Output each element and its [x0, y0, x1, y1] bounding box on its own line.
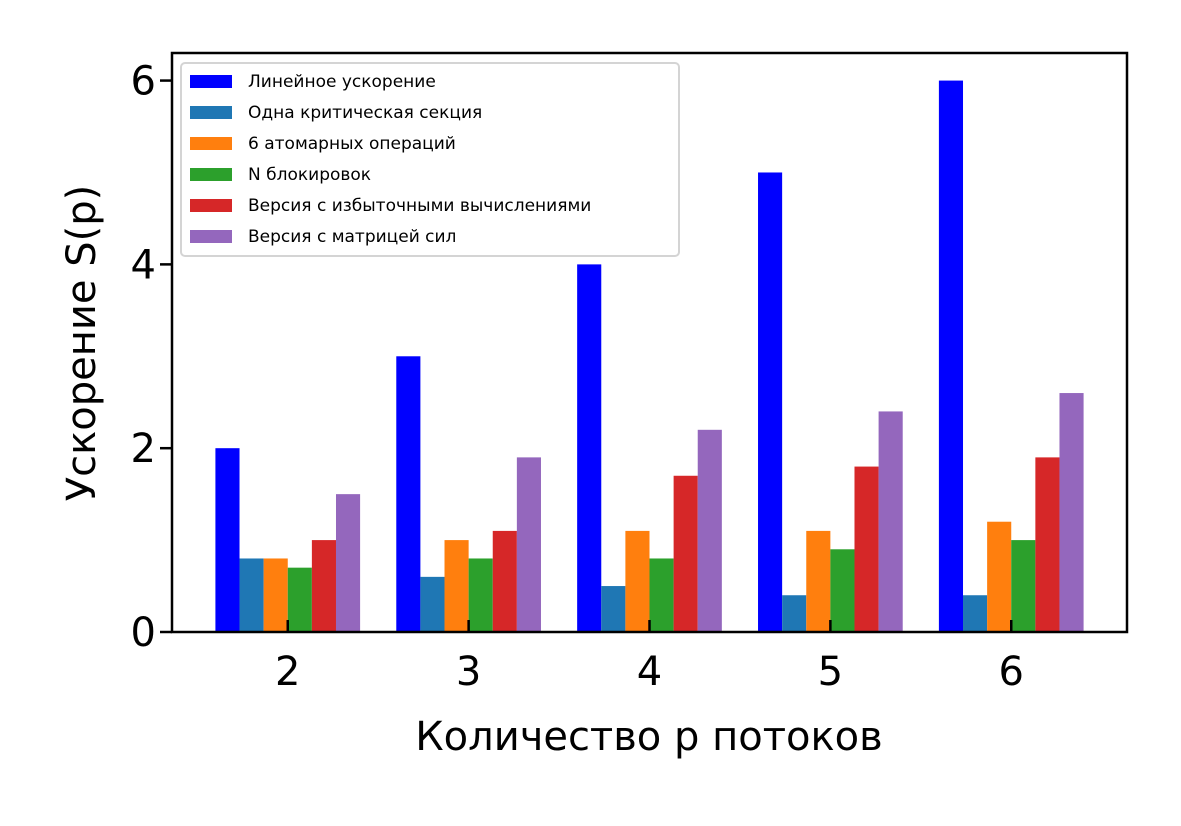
bar-series-6-cat-5 — [878, 411, 903, 632]
bar-series-5-cat-3 — [492, 530, 517, 632]
y-tick-label: 6 — [131, 59, 156, 105]
legend-frame — [180, 62, 680, 257]
bar-series-1-cat-3 — [396, 356, 421, 632]
bar-series-1-cat-2 — [215, 448, 240, 632]
bar-series-2-cat-4 — [601, 586, 626, 632]
x-tick-label: 5 — [818, 649, 843, 695]
legend-label: N блокировок — [248, 165, 371, 185]
bar-series-1-cat-4 — [577, 264, 602, 632]
bar-series-2-cat-2 — [239, 558, 264, 632]
bar-series-4-cat-4 — [649, 558, 674, 632]
bar-series-4-cat-5 — [830, 549, 855, 632]
x-axis-label: Количество p потоков — [415, 714, 882, 760]
bar-series-6-cat-3 — [516, 457, 541, 632]
bar-series-6-cat-6 — [1059, 393, 1084, 632]
bar-series-4-cat-3 — [468, 558, 493, 632]
legend-label: Одна критическая секция — [248, 103, 482, 123]
legend-swatch — [190, 137, 232, 150]
bar-series-4-cat-6 — [1011, 540, 1036, 632]
y-tick-label: 0 — [131, 610, 156, 656]
bar-series-3-cat-6 — [987, 521, 1012, 632]
x-tick-label: 3 — [456, 649, 481, 695]
bar-series-2-cat-6 — [963, 595, 988, 632]
legend-swatch — [190, 199, 232, 212]
bar-series-2-cat-3 — [420, 576, 445, 632]
legend-label: Линейное ускорение — [248, 72, 436, 92]
bars-group — [215, 80, 1084, 633]
legend: Линейное ускорение Одна критическая секци… — [180, 62, 680, 257]
legend-label: Версия с матрицей сил — [248, 227, 456, 247]
y-axis-ticks: 0 2 4 6 — [131, 59, 172, 656]
bar-series-3-cat-3 — [444, 540, 469, 632]
bar-series-3-cat-2 — [263, 558, 288, 632]
legend-swatch — [190, 75, 232, 88]
x-tick-label: 4 — [637, 649, 662, 695]
legend-swatch — [190, 230, 232, 243]
bar-series-5-cat-2 — [311, 540, 336, 632]
x-tick-label: 2 — [275, 649, 300, 695]
legend-swatch — [190, 168, 232, 181]
bar-series-6-cat-2 — [335, 494, 361, 632]
bar-series-3-cat-4 — [625, 530, 650, 632]
x-tick-label: 6 — [999, 649, 1024, 695]
bar-series-1-cat-6 — [938, 80, 964, 633]
x-axis-ticks: 2 3 4 5 6 — [275, 620, 1024, 695]
legend-label: 6 атомарных операций — [248, 134, 456, 154]
bar-series-1-cat-5 — [758, 172, 783, 632]
bar-series-3-cat-5 — [806, 530, 831, 632]
bar-series-6-cat-4 — [697, 429, 722, 632]
bar-series-5-cat-6 — [1035, 457, 1060, 632]
bar-series-2-cat-5 — [782, 595, 807, 632]
bar-series-5-cat-5 — [854, 466, 879, 632]
bar-series-4-cat-2 — [287, 567, 312, 632]
legend-swatch — [190, 106, 232, 119]
y-tick-label: 2 — [131, 426, 156, 472]
y-tick-label: 4 — [131, 242, 156, 288]
y-axis-label: Ускорение S(p) — [59, 185, 105, 501]
bar-series-5-cat-4 — [673, 475, 698, 632]
legend-label: Версия с избыточными вычислениями — [248, 196, 591, 216]
